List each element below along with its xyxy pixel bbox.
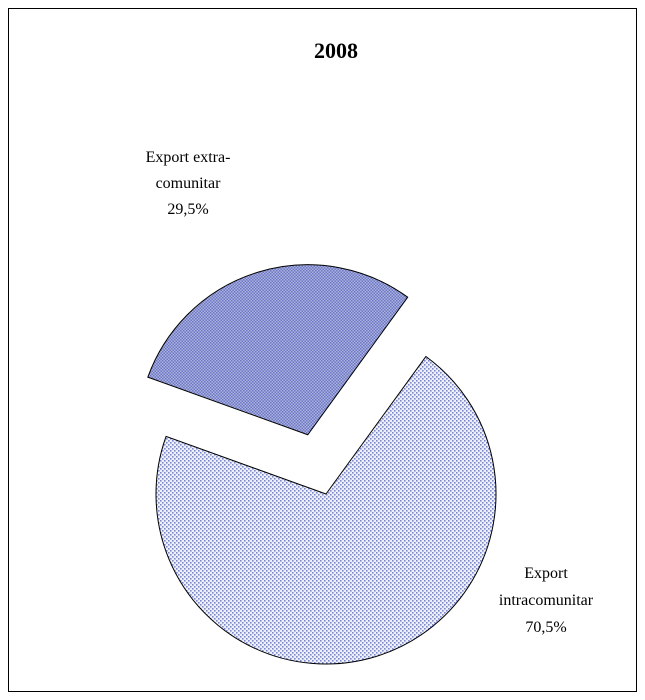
slice-label-intracomunitar-line2: intracomunitar — [499, 592, 594, 609]
slice-intracomunitar — [155, 355, 497, 665]
slice-label-extracomunitar-line2: comunitar — [156, 175, 222, 192]
chart-title: 2008 — [314, 38, 358, 63]
slice-label-extracomunitar: Export extra- comunitar 29,5% — [146, 149, 231, 218]
slice-label-extracomunitar-line1: Export extra- — [146, 149, 231, 166]
pie-slices — [147, 264, 497, 665]
slice-extracomunitar — [147, 264, 409, 436]
slice-label-extracomunitar-value: 29,5% — [167, 201, 208, 218]
slice-label-intracomunitar-line1: Export — [524, 565, 568, 582]
slice-label-intracomunitar-value: 70,5% — [525, 619, 566, 636]
slice-label-intracomunitar: Export intracomunitar 70,5% — [499, 565, 594, 636]
